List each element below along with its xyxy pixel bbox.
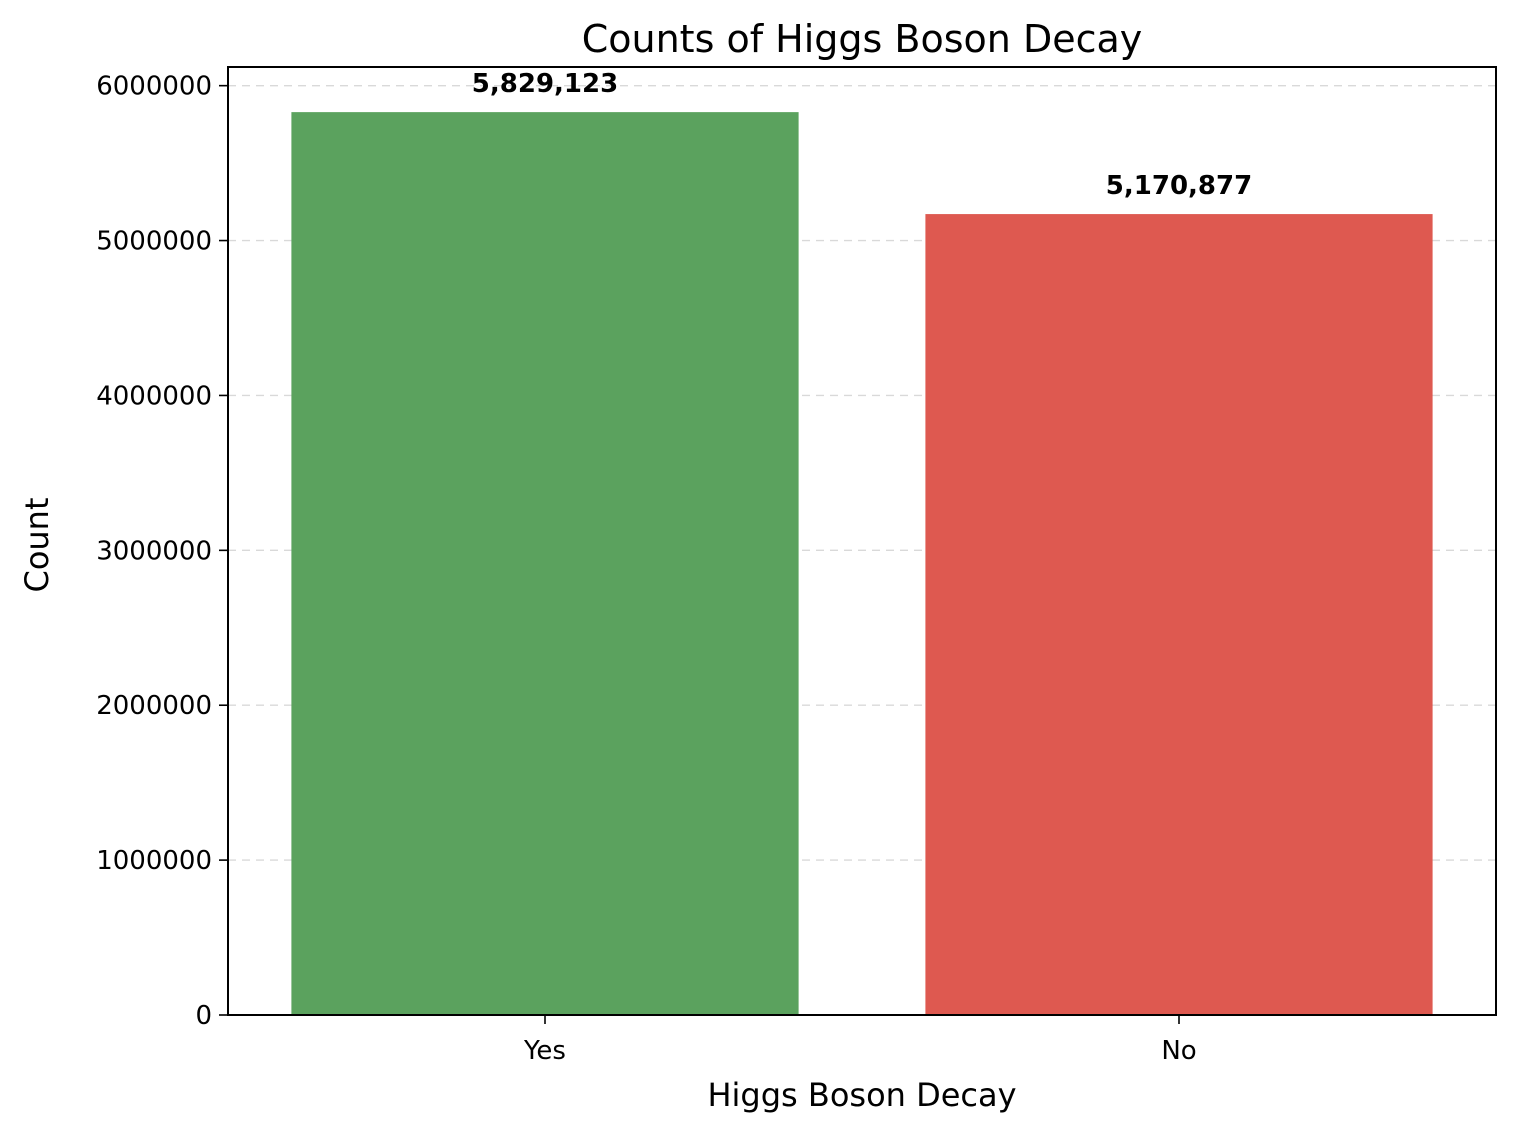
y-axis-label: Count <box>18 497 56 592</box>
bars <box>291 112 1433 1015</box>
x-tick-label-yes: Yes <box>523 1036 566 1066</box>
data-label-yes: 5,829,123 <box>472 69 618 99</box>
y-axis-ticks: 0 1000000 2000000 3000000 4000000 5000000 6000… <box>96 72 228 1031</box>
x-axis-label: Higgs Boson Decay <box>707 1076 1016 1114</box>
data-label-no: 5,170,877 <box>1106 171 1252 201</box>
y-tick-label: 1000000 <box>96 846 212 876</box>
x-axis-ticks: Yes No <box>523 1015 1197 1066</box>
y-tick-label: 4000000 <box>96 381 212 411</box>
chart-title: Counts of Higgs Boson Decay <box>582 17 1143 61</box>
bar-no <box>925 214 1433 1015</box>
x-tick-label-no: No <box>1161 1036 1196 1066</box>
y-tick-label: 5000000 <box>96 227 212 257</box>
y-tick-label: 2000000 <box>96 691 212 721</box>
y-tick-label: 0 <box>195 1001 212 1031</box>
data-labels: 5,829,123 5,170,877 <box>472 69 1252 201</box>
y-tick-label: 3000000 <box>96 536 212 566</box>
y-tick-label: 6000000 <box>96 72 212 102</box>
plot-frame <box>227 66 1497 1016</box>
bar-yes <box>291 112 799 1015</box>
